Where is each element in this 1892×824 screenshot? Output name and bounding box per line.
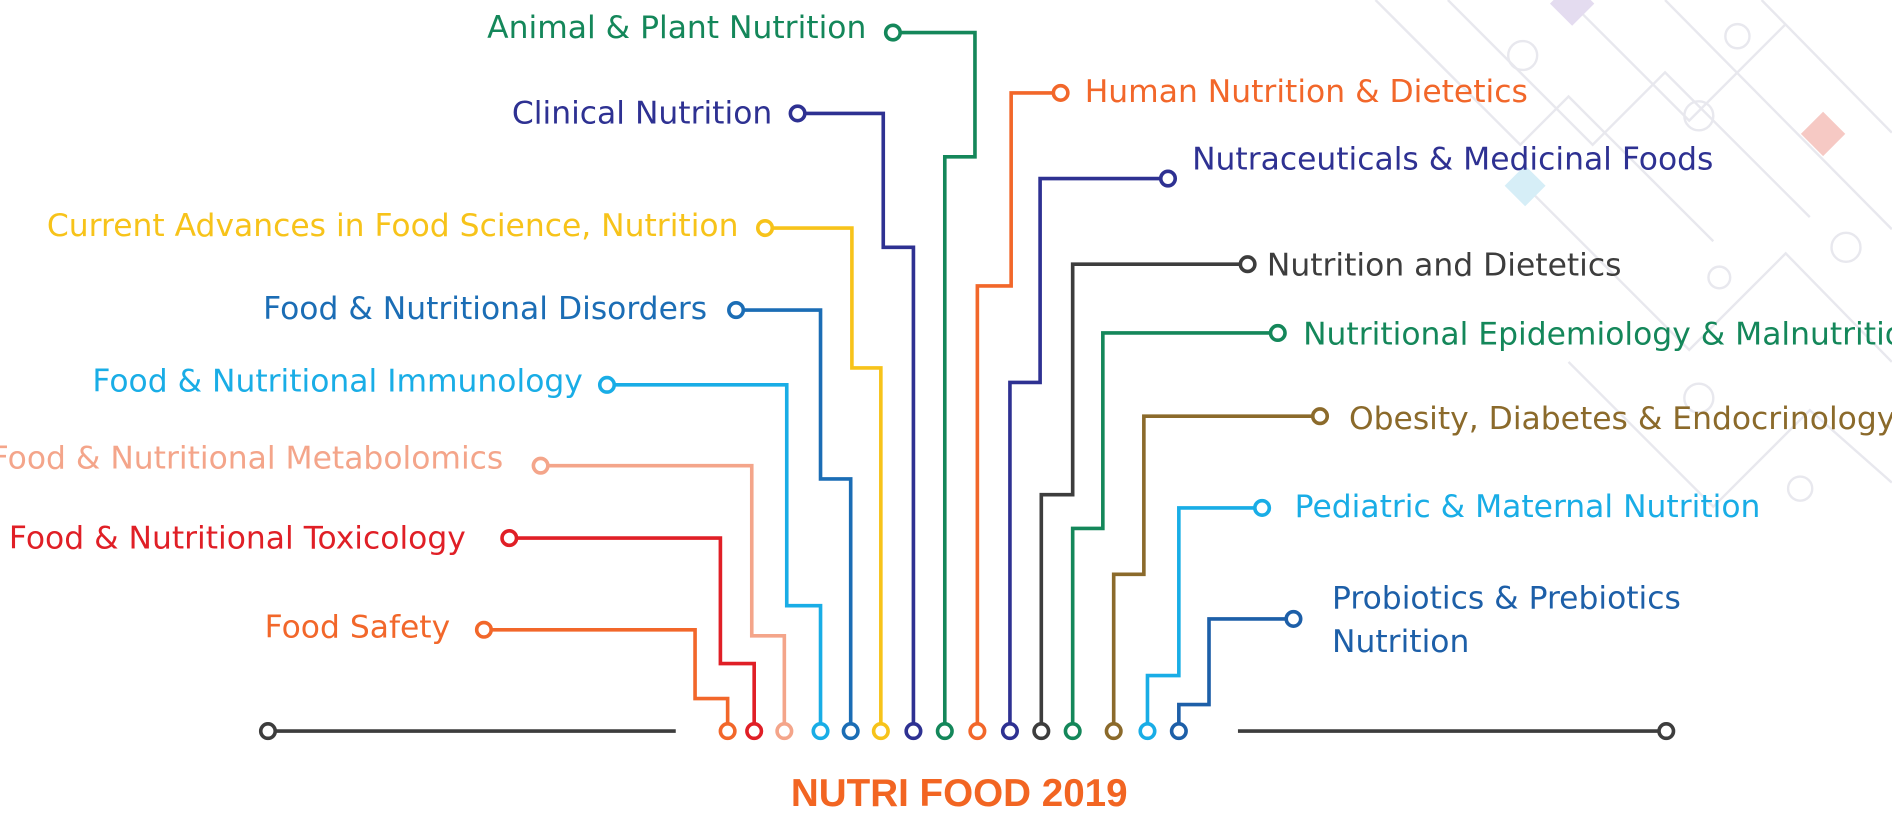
base-end-dot: [1659, 724, 1673, 738]
topic-label[interactable]: Food Safety: [265, 610, 450, 646]
topic-label[interactable]: Nutrition: [1332, 624, 1469, 660]
connector-dot: [1240, 257, 1254, 271]
connector-dot: [1172, 724, 1186, 738]
connector-dot: [729, 303, 743, 317]
topic-label[interactable]: Probiotics & Prebiotics: [1332, 581, 1681, 617]
connector-line: [1179, 619, 1294, 731]
connector-line: [1073, 333, 1278, 731]
topic-label[interactable]: Food & Nutritional Toxicology: [9, 520, 466, 556]
connector-line: [484, 630, 728, 731]
connector-dot: [1034, 724, 1048, 738]
connector-dot: [843, 724, 857, 738]
connector-dot: [502, 531, 516, 545]
connector-line: [541, 466, 785, 731]
connector-dot: [906, 724, 920, 738]
connector-dot: [886, 25, 900, 39]
topics-diagram: NUTRI FOOD 2019 Animal & Plant Nutrition…: [0, 0, 1892, 824]
connector-dot: [970, 724, 984, 738]
topic-label[interactable]: Obesity, Diabetes & Endocrinology: [1349, 401, 1892, 437]
topic-label[interactable]: Food & Nutritional Metabolomics: [0, 441, 503, 477]
connector-dot: [1065, 724, 1079, 738]
connector-dot: [1255, 501, 1269, 515]
connector-dot: [720, 724, 734, 738]
topic-label[interactable]: Nutraceuticals & Medicinal Foods: [1192, 141, 1713, 177]
connector-dot: [790, 106, 804, 120]
topic-label[interactable]: Human Nutrition & Dietetics: [1085, 74, 1528, 110]
connector-line: [1114, 416, 1320, 731]
topic-label[interactable]: Clinical Nutrition: [512, 96, 772, 132]
connector-dot: [1140, 724, 1154, 738]
connector-line: [893, 33, 975, 732]
topic-label[interactable]: Food & Nutritional Immunology: [92, 363, 582, 399]
connector-dot: [777, 724, 791, 738]
connector-line: [509, 538, 754, 731]
connector-dot: [477, 623, 491, 637]
topic-label[interactable]: Nutrition and Dietetics: [1267, 248, 1622, 284]
connector-line: [607, 385, 821, 731]
connector-dot: [813, 724, 827, 738]
connector-dot: [1003, 724, 1017, 738]
connector-dot: [600, 378, 614, 392]
connector-line: [798, 113, 914, 731]
connector-dot: [747, 724, 761, 738]
connector-dot: [1313, 409, 1327, 423]
connector-dot: [758, 221, 772, 235]
topic-label[interactable]: Food & Nutritional Disorders: [263, 291, 707, 327]
connector-line: [977, 93, 1060, 731]
connector-dot: [1053, 86, 1067, 100]
connector-dot: [533, 458, 547, 472]
connector-dot: [1161, 171, 1175, 185]
title: NUTRI FOOD 2019: [791, 772, 1128, 815]
connector-dot: [1106, 724, 1120, 738]
topic-label[interactable]: Nutritional Epidemiology & Malnutrition: [1303, 316, 1892, 352]
connector-dot: [1286, 612, 1300, 626]
connector-dot: [874, 724, 888, 738]
base-end-dot: [261, 724, 275, 738]
topic-label[interactable]: Current Advances in Food Science, Nutrit…: [47, 208, 739, 244]
connector-dot: [1271, 326, 1285, 340]
topic-label[interactable]: Animal & Plant Nutrition: [487, 10, 866, 46]
connector-dot: [938, 724, 952, 738]
topic-label[interactable]: Pediatric & Maternal Nutrition: [1295, 489, 1761, 525]
